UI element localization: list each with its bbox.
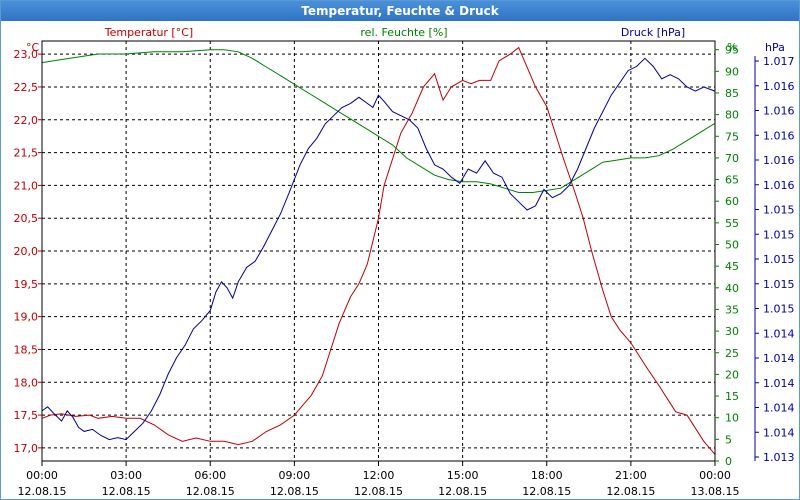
- x-tick-label-time: 12:00: [363, 469, 395, 482]
- pressure-axis-tick-label: 1.015: [763, 253, 795, 266]
- humidity-axis-tick-label: 65: [725, 174, 739, 187]
- humidity-axis-tick-label: 40: [725, 282, 739, 295]
- left-axis-unit: °C: [26, 41, 40, 54]
- humidity-axis-unit: %: [727, 41, 737, 54]
- x-tick-label-time: 03:00: [110, 469, 142, 482]
- pressure-axis-tick-label: 1.014: [763, 327, 795, 340]
- humidity-axis-tick-label: 30: [725, 325, 739, 338]
- pressure-axis-tick-label: 1.016: [763, 80, 795, 93]
- left-axis-tick-label: 21,0: [14, 179, 39, 192]
- series-line-pressure: [41, 57, 716, 441]
- pressure-axis-unit: hPa: [765, 41, 785, 54]
- humidity-axis-tick-label: 75: [725, 130, 739, 143]
- left-axis-tick-label: 17,0: [14, 442, 39, 455]
- x-tick-label-date: 12.08.15: [18, 485, 67, 498]
- left-axis-tick-label: 18,5: [14, 343, 39, 356]
- pressure-axis-tick-label: 1.015: [763, 204, 795, 217]
- pressure-axis-tick-label: 1.015: [763, 303, 795, 316]
- left-axis-tick-label: 19,5: [14, 278, 39, 291]
- left-axis-tick-label: 19,0: [14, 311, 39, 324]
- humidity-axis-tick-label: 5: [725, 433, 732, 446]
- pressure-axis-tick-label: 1.013: [763, 451, 795, 464]
- pressure-axis-tick-label: 1.016: [763, 179, 795, 192]
- x-tick-label-time: 00:00: [26, 469, 58, 482]
- legend-temperature: Temperatur [°C]: [104, 26, 193, 39]
- pressure-axis-tick-label: 1.014: [763, 377, 795, 390]
- humidity-axis-tick-label: 60: [725, 195, 739, 208]
- grid-layer: [42, 41, 715, 461]
- series-line-temperature: [41, 46, 716, 455]
- pressure-axis-tick-label: 1.014: [763, 402, 795, 415]
- left-axis-tick-label: 18,0: [14, 376, 39, 389]
- pressure-axis-tick-label: 1.015: [763, 278, 795, 291]
- chart-canvas: 00:00 12.08.15 03:00 12.08.15 06:00 12.08.15 0…: [14, 26, 795, 498]
- x-tick-label-time: 00:00: [699, 469, 731, 482]
- x-tick-label-date: 12.08.15: [270, 485, 319, 498]
- x-tick-label-date: 12.08.15: [438, 485, 487, 498]
- pressure-axis-tick-label: 1.017: [763, 55, 795, 68]
- humidity-axis-tick-label: 85: [725, 87, 739, 100]
- humidity-axis-tick-label: 20: [725, 368, 739, 381]
- humidity-axis-tick-label: 15: [725, 390, 739, 403]
- humidity-axis-tick-label: 80: [725, 109, 739, 122]
- x-tick-label-time: 18:00: [531, 469, 563, 482]
- left-axis-tick-label: 22,5: [14, 81, 39, 94]
- humidity-axis-tick-label: 0: [725, 455, 732, 468]
- humidity-axis-tick-label: 50: [725, 239, 739, 252]
- x-tick-label-time: 06:00: [194, 469, 226, 482]
- pressure-axis-tick-label: 1.016: [763, 154, 795, 167]
- pressure-axis-tick-label: 1.014: [763, 352, 795, 365]
- humidity-axis-tick-label: 90: [725, 65, 739, 78]
- x-tick-label-date: 12.08.15: [606, 485, 655, 498]
- left-axis-tick-label: 21,5: [14, 147, 39, 160]
- series-line-humidity: [41, 49, 716, 193]
- left-axis-tick-label: 20,0: [14, 245, 39, 258]
- x-tick-label-date: 12.08.15: [354, 485, 403, 498]
- series-layer: [41, 46, 716, 455]
- pressure-axis-tick-label: 1.015: [763, 228, 795, 241]
- legend-pressure: Druck [hPa]: [621, 26, 685, 39]
- x-tick-label-date: 12.08.15: [186, 485, 235, 498]
- x-tick-label-time: 15:00: [447, 469, 479, 482]
- humidity-axis-tick-label: 95: [725, 44, 739, 57]
- x-tick-label-date: 12.08.15: [102, 485, 151, 498]
- window-title: Temperatur, Feuchte & Druck: [1, 1, 799, 21]
- x-tick-label-date: 13.08.15: [691, 485, 740, 498]
- pressure-axis-tick-label: 1.016: [763, 129, 795, 142]
- humidity-axis-tick-label: 70: [725, 152, 739, 165]
- humidity-axis-tick-label: 25: [725, 347, 739, 360]
- legend-humidity: rel. Feuchte [%]: [360, 26, 447, 39]
- pressure-axis-tick-label: 1.016: [763, 105, 795, 118]
- x-tick-label-date: 12.08.15: [522, 485, 571, 498]
- left-axis-tick-label: 23,0: [14, 48, 39, 61]
- pressure-axis-tick-label: 1.014: [763, 426, 795, 439]
- labels-layer: 00:00 12.08.15 03:00 12.08.15 06:00 12.08.15 0…: [14, 26, 795, 498]
- x-tick-label-time: 09:00: [279, 469, 311, 482]
- humidity-axis-tick-label: 45: [725, 260, 739, 273]
- left-axis-tick-label: 20,5: [14, 212, 39, 225]
- left-axis-tick-label: 17,5: [14, 409, 39, 422]
- humidity-axis-tick-label: 10: [725, 412, 739, 425]
- humidity-axis-tick-label: 35: [725, 303, 739, 316]
- x-tick-label-time: 21:00: [615, 469, 647, 482]
- left-axis-tick-label: 22,0: [14, 114, 39, 127]
- humidity-axis-tick-label: 55: [725, 217, 739, 230]
- axes-layer: [38, 40, 759, 466]
